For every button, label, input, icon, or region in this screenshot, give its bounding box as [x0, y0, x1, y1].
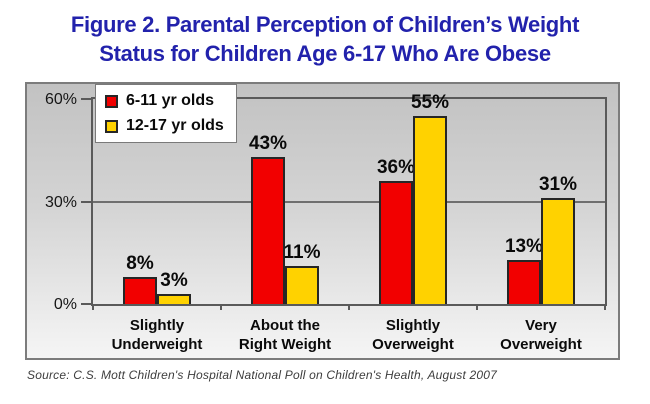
y-axis-tick-label: 30%: [44, 193, 77, 211]
bar: [413, 116, 447, 304]
legend: 6-11 yr olds 12-17 yr olds: [95, 84, 237, 143]
figure-title-line2: Status for Children Age 6-17 Who Are Obe…: [99, 41, 551, 66]
y-axis-tick-label: 60%: [44, 91, 77, 108]
plot-area: 0% 30% 60% 8% 43% 36% 13% 3% 11% 55% 31% Slightly U…: [45, 91, 607, 353]
y-axis-tick: [81, 200, 91, 203]
bar-value-label: 8%: [126, 253, 154, 274]
bar: [541, 198, 575, 304]
bar-value-label: 43%: [248, 133, 288, 154]
figure-title-line1: Figure 2. Parental Perception of Childre…: [70, 12, 580, 37]
y-axis-tick: [81, 303, 91, 305]
legend-item: 6-11 yr olds: [105, 92, 224, 110]
legend-swatch: [105, 94, 118, 108]
y-axis-tick: [81, 98, 91, 100]
x-axis-category-label: Slightly Underweight: [111, 317, 203, 353]
bar-value-label: 3%: [160, 270, 188, 291]
bar-value-label: 13%: [504, 236, 544, 257]
x-axis-category-label: Very Overweight: [500, 317, 582, 353]
bar-value-label: 31%: [538, 174, 578, 195]
legend-item: 12-17 yr olds: [105, 117, 224, 135]
gridline: [93, 200, 605, 203]
figure-title: Figure 2. Parental Perception of Childre…: [0, 10, 650, 68]
bar-value-label: 11%: [283, 242, 321, 263]
bar: [157, 294, 191, 304]
bar: [123, 277, 157, 304]
bar-value-label: 36%: [376, 157, 416, 178]
bar-value-label: 55%: [410, 92, 450, 113]
x-axis-tick: [604, 304, 606, 310]
legend-label: 12-17 yr olds: [126, 117, 224, 134]
x-axis-category-label: About the Right Weight: [238, 317, 332, 353]
x-axis-tick: [348, 304, 350, 310]
chart-area: 0% 30% 60% 8% 43% 36% 13% 3% 11% 55% 31% Slightly U…: [25, 82, 620, 360]
legend-label: 6-11 yr olds: [126, 92, 215, 109]
y-axis-tick-label: 0%: [53, 296, 77, 313]
source-note: Source: C.S. Mott Children's Hospital Na…: [27, 368, 498, 382]
x-axis-tick: [220, 304, 222, 310]
bar: [251, 157, 285, 304]
x-axis-tick: [476, 304, 478, 310]
x-axis-category-label: Slightly Overweight: [372, 317, 454, 353]
bar: [285, 266, 319, 304]
bar: [507, 260, 541, 304]
x-axis-tick: [92, 304, 94, 310]
bar: [379, 181, 413, 304]
legend-swatch: [105, 119, 118, 133]
